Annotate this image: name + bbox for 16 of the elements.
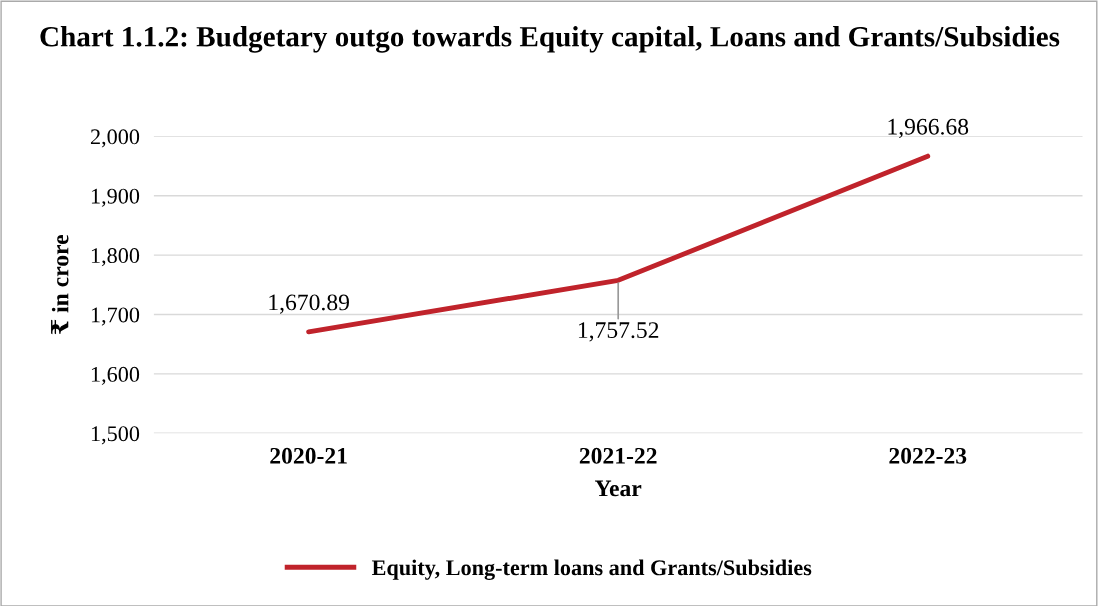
chart-title: Chart 1.1.2: Budgetary outgo towards Equity capital, Loans and Grants/Subsidies: [40, 26, 1060, 53]
legend-label: Equity, Long-term loans and Grants/Subsidies: [371, 559, 812, 580]
x-tick-label: 2020-21: [270, 447, 347, 464]
y-tick-label: 1,500: [91, 426, 140, 445]
x-axis-title: Year: [595, 480, 642, 497]
y-axis-title: ₹ in crore: [51, 235, 69, 335]
y-tick-label: 1,800: [91, 248, 140, 267]
text: 1,670.89: [269, 294, 349, 314]
x-tick-label: 2021-22: [579, 447, 657, 464]
y-tick-label: 2,000: [90, 129, 140, 148]
text: 1,966.68: [888, 118, 969, 139]
y-tick-label: 1,600: [91, 366, 140, 386]
y-tick-label: 1,900: [91, 188, 140, 207]
y-tick-label: 1,700: [91, 307, 140, 326]
text: 1,757.52: [578, 322, 659, 342]
x-tick-label: 2022-23: [889, 447, 967, 464]
